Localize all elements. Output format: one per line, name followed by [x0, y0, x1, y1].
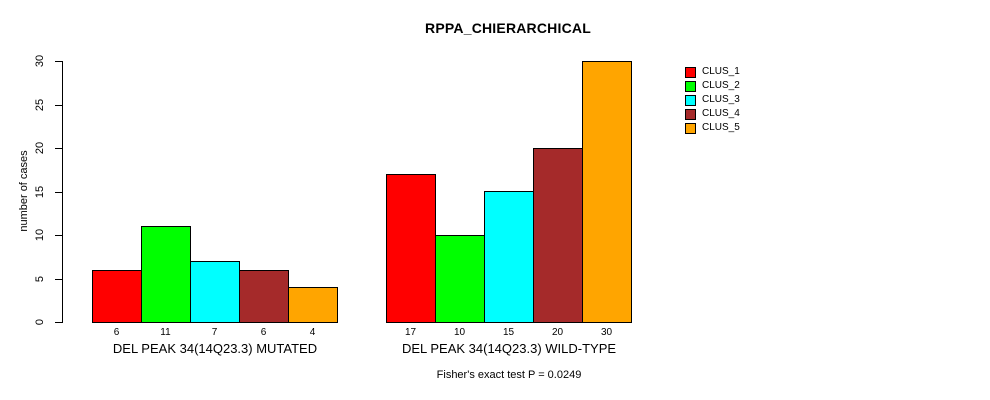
legend-label-clus_1: CLUS_1	[702, 66, 740, 77]
bar-value-label: 11	[160, 327, 171, 338]
y-axis-tick-label: 15	[34, 185, 46, 199]
bar-value-label: 10	[453, 327, 466, 338]
legend-swatch-clus_5	[685, 123, 696, 134]
legend-label-clus_3: CLUS_3	[702, 94, 740, 105]
bar-clus_2-group1	[141, 226, 191, 323]
bar-clus_5-group1	[288, 287, 338, 323]
legend-swatch-clus_1	[685, 67, 696, 78]
legend-swatch-clus_4	[685, 109, 696, 120]
y-axis-title: number of cases	[18, 150, 30, 232]
y-axis-tick-label: 20	[34, 141, 46, 155]
x-axis-group-label: DEL PEAK 34(14Q23.3) WILD-TYPE	[401, 341, 617, 356]
bar-value-label: 17	[404, 327, 417, 338]
y-axis-tick	[55, 235, 62, 236]
bar-clus_5-group2	[582, 61, 632, 323]
legend-label-clus_4: CLUS_4	[702, 108, 740, 119]
bar-clus_3-group1	[190, 261, 240, 323]
y-axis-tick	[55, 192, 62, 193]
y-axis-tick	[55, 105, 62, 106]
y-axis-tick-label: 0	[34, 318, 46, 326]
bar-clus_4-group1	[239, 270, 289, 323]
bar-value-label: 7	[211, 327, 218, 338]
y-axis-tick	[55, 322, 62, 323]
y-axis-tick	[55, 279, 62, 280]
legend-label-clus_2: CLUS_2	[702, 80, 740, 91]
bar-clus_1-group1	[92, 270, 142, 323]
y-axis-tick-label: 5	[34, 275, 46, 283]
y-axis-tick	[55, 148, 62, 149]
legend-swatch-clus_2	[685, 81, 696, 92]
y-axis-tick	[55, 61, 62, 62]
y-axis-line	[62, 61, 63, 323]
bar-clus_3-group2	[484, 191, 534, 323]
footer-note: Fisher's exact test P = 0.0249	[436, 369, 582, 381]
bar-value-label: 20	[551, 327, 564, 338]
x-axis-group-label: DEL PEAK 34(14Q23.3) MUTATED	[112, 341, 318, 356]
chart-title: RPPA_CHIERARCHICAL	[425, 20, 591, 36]
bar-clus_4-group2	[533, 148, 583, 323]
bar-value-label: 15	[502, 327, 515, 338]
legend-swatch-clus_3	[685, 95, 696, 106]
bar-value-label: 4	[309, 327, 316, 338]
legend-label-clus_5: CLUS_5	[702, 122, 740, 133]
y-axis-tick-label: 30	[34, 54, 46, 68]
bar-clus_2-group2	[435, 235, 485, 323]
bar-value-label: 6	[113, 327, 120, 338]
bar-value-label: 30	[600, 327, 613, 338]
y-axis-tick-label: 25	[34, 98, 46, 112]
bar-value-label: 6	[260, 327, 267, 338]
y-axis-tick-label: 10	[34, 228, 46, 242]
bar-clus_1-group2	[386, 174, 436, 323]
